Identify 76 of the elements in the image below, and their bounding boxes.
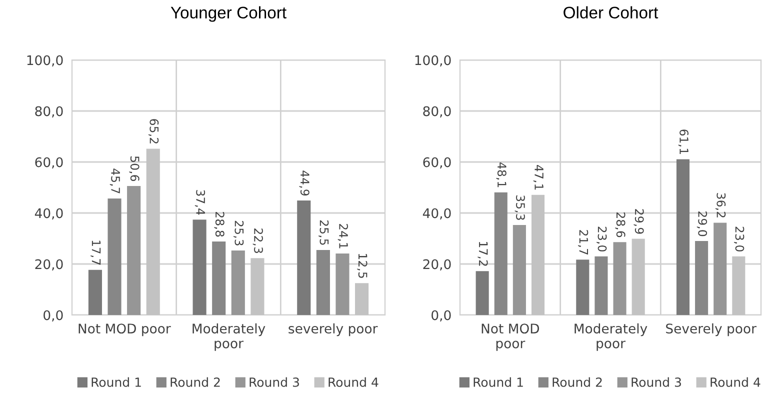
data-label: 35,3 [514,195,525,220]
data-label: 50,6 [129,156,140,182]
y-tick-label: 100,0 [27,55,63,67]
data-label: 36,2 [715,193,726,218]
data-label: 44,9 [299,170,310,196]
y-tick-label: 80,0 [35,106,63,118]
bar [316,250,330,315]
bar [576,260,590,315]
bar [732,256,746,315]
y-tick-label: 40,0 [422,208,451,220]
data-label: 65,2 [148,119,159,144]
bar [297,200,311,315]
y-tick-label: 0,0 [432,310,451,322]
x-tick-label: severely poor [288,323,378,336]
bar [231,250,245,315]
bar [146,148,160,315]
x-tick-label: Moderately poor [574,323,648,351]
data-label: 29,0 [696,211,708,236]
y-tick-label: 0,0 [44,310,63,322]
bar [676,159,690,315]
data-label: 29,9 [634,209,644,234]
data-label: 21,7 [578,230,588,254]
bar [494,192,508,315]
legend-label: Round 3 [632,377,681,387]
data-label: 45,7 [110,168,120,194]
bar [355,283,369,315]
y-tick-label: 60,0 [35,157,63,169]
y-tick-label: 20,0 [423,259,451,271]
bar [613,242,626,315]
y-tick-label: 60,0 [423,157,451,169]
chart-title: Older Cohort [564,6,658,18]
bar [714,222,727,315]
data-label: 48,1 [496,162,506,188]
data-label: 23,0 [734,226,744,252]
data-label: 23,0 [596,226,607,252]
legend-label: Round 2 [552,377,602,387]
bar [250,258,264,315]
data-label: 47,1 [533,165,544,190]
data-label: 17,2 [478,242,488,266]
data-label: 17,7 [90,240,101,265]
legend-label: Round 4 [328,377,378,387]
chart-title: Younger Cohort [170,6,286,22]
legend-label: Round 2 [170,377,220,387]
data-label: 22,3 [252,228,263,254]
y-tick-label: 80,0 [423,106,451,118]
x-tick-label: Severely poor [666,323,756,336]
bar [192,220,206,315]
y-tick-label: 40,0 [34,208,63,220]
data-label: 28,8 [214,212,224,237]
bar [512,224,526,315]
bar [476,271,489,315]
bar [88,270,102,315]
data-label: 25,5 [318,220,329,245]
y-tick-label: 100,0 [415,55,451,67]
y-tick-label: 20,0 [35,259,63,271]
bar [531,194,545,315]
bar [336,254,350,315]
legend-label: Round 1 [92,377,141,387]
bar [212,242,226,315]
bar [632,238,645,315]
data-label: 25,3 [234,220,244,246]
bar [594,256,608,315]
data-label: 12,5 [357,254,368,278]
legend-label: Round 3 [250,377,299,387]
data-label: 61,1 [678,130,688,154]
data-label: 37,4 [194,190,206,215]
bar [695,241,708,315]
x-tick-label: Not MOD poor [482,324,540,351]
x-tick-label: Moderately poor [192,323,266,351]
data-label: 28,6 [615,212,626,238]
bar [108,198,122,315]
legend-label: Round 4 [710,377,760,387]
bar [127,186,141,315]
legend-label: Round 1 [474,377,523,387]
x-tick-label: Not MOD poor [78,324,171,336]
data-label: 24,1 [338,224,348,248]
